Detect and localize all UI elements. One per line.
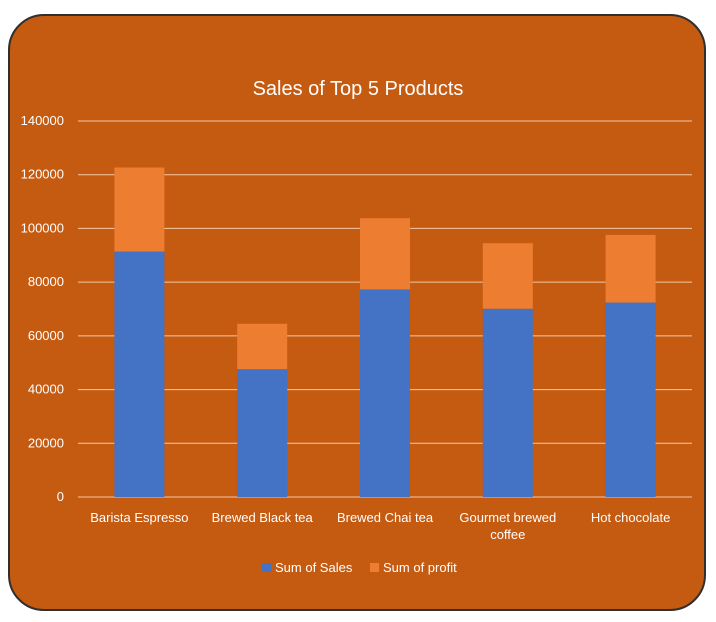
x-tick-label: Hot chocolate xyxy=(591,510,671,525)
y-tick-label: 0 xyxy=(57,489,64,504)
y-tick-label: 80000 xyxy=(28,274,64,289)
y-tick-label: 140000 xyxy=(21,113,64,128)
y-tick-label: 100000 xyxy=(21,220,64,235)
legend-label: Sum of profit xyxy=(383,560,457,575)
legend-label: Sum of Sales xyxy=(275,560,353,575)
x-tick-label: Brewed Black tea xyxy=(212,510,314,525)
x-axis-labels: Barista Espresso Brewed Black tea Brewed C… xyxy=(90,510,670,542)
bars xyxy=(114,167,656,497)
x-tick-label: Brewed Chai tea xyxy=(337,510,434,525)
bar-segment-sales xyxy=(114,251,165,497)
y-tick-label: 20000 xyxy=(28,435,64,450)
y-axis-ticks: 0 20000 40000 60000 80000 100000 120000 140000 xyxy=(21,113,64,504)
bar-segment-profit xyxy=(605,234,656,303)
bar-segment-sales xyxy=(360,289,410,497)
legend-swatch xyxy=(262,563,271,572)
bar-segment-sales xyxy=(237,369,288,497)
bar-segment-profit xyxy=(482,243,533,309)
x-tick-label: Barista Espresso xyxy=(90,510,188,525)
y-tick-label: 40000 xyxy=(28,382,64,397)
legend: Sum of Sales Sum of profit xyxy=(262,560,457,575)
bar-segment-profit xyxy=(237,323,288,370)
chart-title: Sales of Top 5 Products xyxy=(253,78,464,100)
legend-swatch xyxy=(370,563,379,572)
bar-segment-profit xyxy=(114,167,165,252)
x-tick-label: coffee xyxy=(490,527,525,542)
bar-segment-sales xyxy=(605,302,656,497)
bar-segment-sales xyxy=(482,308,533,497)
x-tick-label: Gourmet brewed xyxy=(459,510,556,525)
bar-segment-profit xyxy=(360,218,410,290)
y-tick-label: 60000 xyxy=(28,328,64,343)
y-tick-label: 120000 xyxy=(21,167,64,182)
